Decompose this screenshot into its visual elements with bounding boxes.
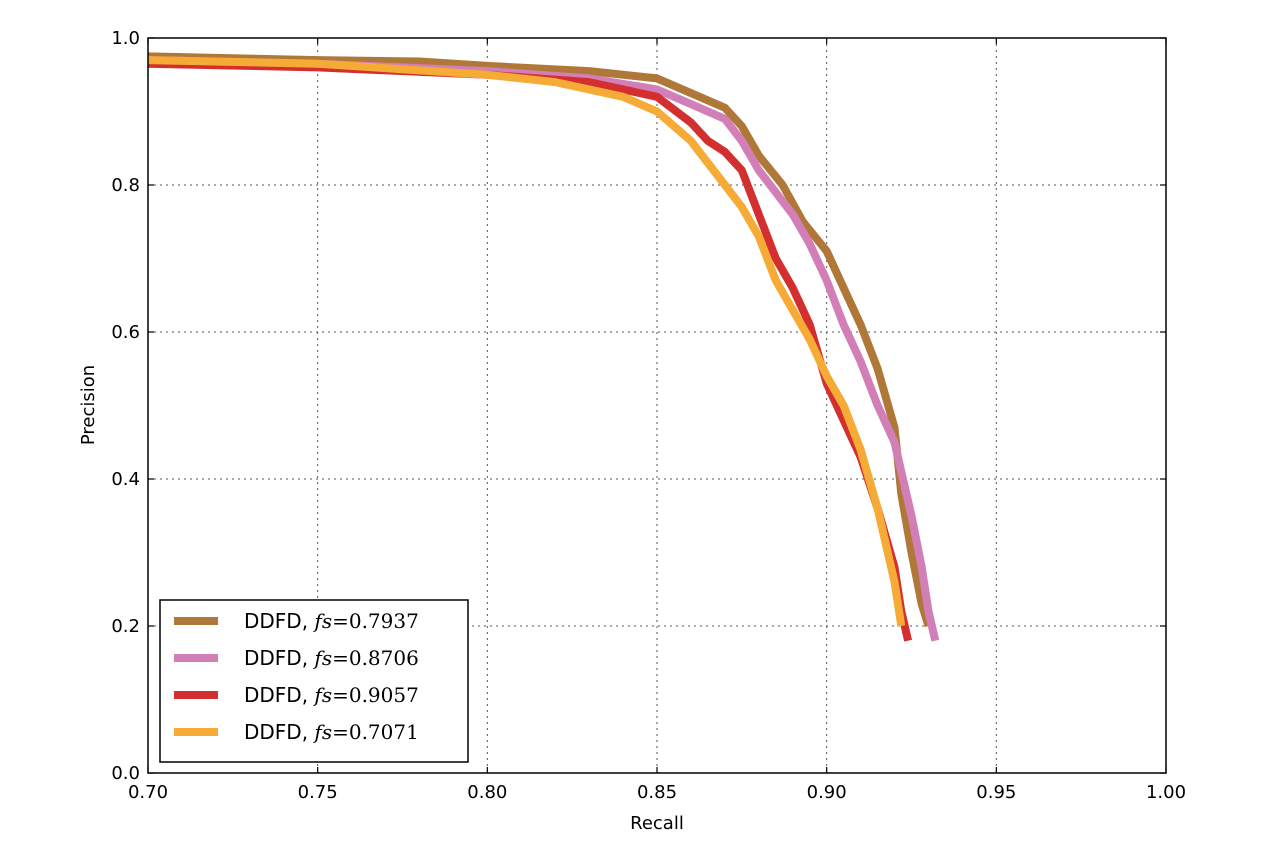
x-axis-label: Recall	[630, 813, 684, 834]
y-tick-label: 0.0	[111, 763, 140, 784]
x-tick-label: 0.70	[128, 782, 168, 803]
legend-label: DDFD, fs=0.7937	[244, 609, 419, 633]
x-tick-label: 0.80	[467, 782, 507, 803]
y-tick-label: 0.2	[111, 616, 140, 637]
series-line-4	[147, 56, 906, 627]
legend-label: DDFD, fs=0.8706	[244, 646, 419, 670]
y-tick-label: 0.4	[111, 469, 140, 490]
axis-ticks: 0.70 0.75 0.80 0.85 0.90 0.95 1.00 0.0 0.2 0.4 0.6…	[111, 28, 1186, 803]
y-tick-label: 1.0	[111, 28, 140, 49]
legend-label: DDFD, fs=0.7071	[244, 720, 419, 744]
x-tick-label: 0.85	[637, 782, 677, 803]
y-axis-label: Precision	[78, 365, 99, 445]
series-lines	[147, 52, 940, 642]
y-tick-label: 0.8	[111, 175, 140, 196]
legend: DDFD, fs=0.7937 DDFD, fs=0.8706 DDFD, fs=0…	[159, 599, 469, 763]
x-tick-label: 1.00	[1146, 782, 1186, 803]
series-line-2	[147, 56, 940, 642]
x-tick-label: 0.75	[298, 782, 338, 803]
x-tick-label: 0.95	[976, 782, 1016, 803]
y-tick-label: 0.6	[111, 322, 140, 343]
legend-label: DDFD, fs=0.9057	[244, 683, 419, 707]
x-tick-label: 0.90	[807, 782, 847, 803]
